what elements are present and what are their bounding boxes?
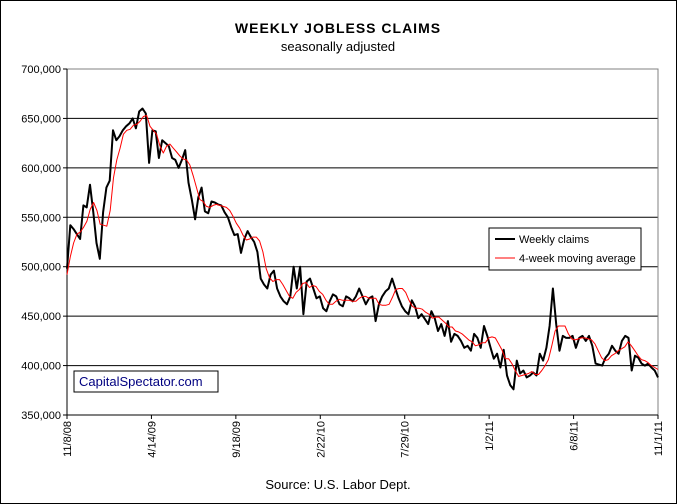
legend-box — [488, 227, 642, 271]
x-tick-label: 4/14/09 — [146, 421, 158, 458]
y-tick-label: 350,000 — [21, 410, 61, 422]
watermark-text: CapitalSpectator.com — [79, 374, 203, 389]
watermark: CapitalSpectator.com — [73, 370, 219, 393]
x-tick-label: 6/8/11 — [569, 421, 581, 451]
y-tick-label: 550,000 — [21, 212, 61, 224]
x-tick-label: 9/18/09 — [231, 421, 243, 458]
source-note: Source: U.S. Labor Dept. — [265, 477, 410, 492]
x-axis: 11/8/08 4/14/09 9/18/09 2/22/10 7/29/10 1/2/1… — [62, 415, 665, 458]
legend-label-moving-average: 4-week moving average — [519, 253, 636, 265]
y-tick-label: 450,000 — [21, 311, 61, 323]
series-line-moving-average — [66, 115, 659, 377]
x-tick-label: 7/29/10 — [400, 421, 412, 458]
legend-label-weekly: Weekly claims — [519, 234, 590, 246]
chart-subtitle: seasonally adjusted — [281, 39, 395, 54]
y-tick-label: 700,000 — [21, 64, 61, 76]
x-tick-label: 11/1/11 — [653, 421, 665, 456]
y-tick-label: 400,000 — [21, 361, 61, 373]
y-tick-label: 500,000 — [21, 262, 61, 274]
gridlines — [67, 117, 658, 367]
chart-title: WEEKLY JOBLESS CLAIMS — [235, 20, 441, 36]
series-group — [66, 107, 659, 391]
y-tick-label: 650,000 — [21, 113, 61, 125]
y-axis: 350,000 400,000 450,000 500,000 550,000 600,0… — [21, 64, 658, 422]
x-tick-label: 11/8/08 — [62, 421, 74, 457]
watermark-box — [73, 370, 219, 393]
y-tick-label: 600,000 — [21, 163, 61, 175]
x-tick-label: 2/22/10 — [315, 421, 327, 458]
legend: Weekly claims 4-week moving average — [488, 227, 642, 271]
x-tick-label: 1/2/11 — [484, 421, 496, 451]
